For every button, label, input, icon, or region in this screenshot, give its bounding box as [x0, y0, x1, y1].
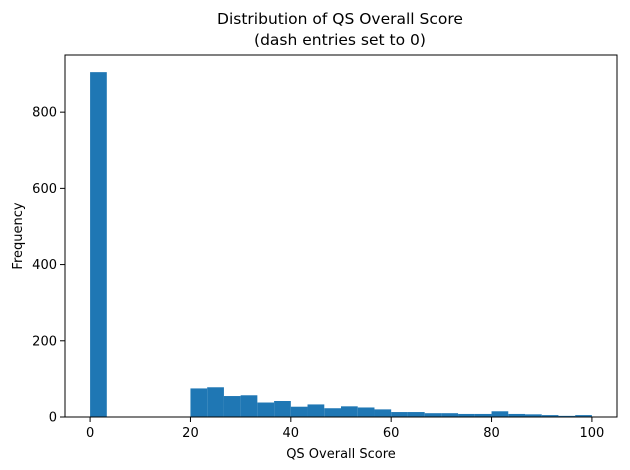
histogram-bar — [458, 413, 475, 417]
chart-title: Distribution of QS Overall Score — [217, 10, 463, 28]
x-tick-label: 80 — [483, 426, 500, 441]
histogram-bar — [274, 400, 291, 417]
histogram-bar — [341, 406, 358, 417]
histogram-bar — [290, 406, 308, 417]
histogram-bar — [558, 415, 576, 417]
y-tick-label: 0 — [49, 411, 57, 426]
histogram-bar — [90, 72, 107, 417]
histogram-bar — [541, 415, 559, 417]
y-tick-label: 800 — [32, 106, 57, 121]
histogram-bar — [223, 396, 241, 417]
x-axis-label: QS Overall Score — [286, 447, 396, 462]
histogram-bars — [90, 72, 592, 417]
histogram-bar — [441, 413, 459, 417]
histogram-bar — [207, 387, 224, 417]
y-axis-label: Frequency — [11, 202, 26, 269]
histogram-bar — [240, 395, 258, 417]
histogram-bar — [424, 413, 442, 417]
histogram-bar — [525, 414, 542, 417]
y-tick-label: 400 — [32, 258, 57, 273]
x-tick-label: 0 — [86, 426, 94, 441]
histogram-bar — [407, 412, 425, 417]
x-axis-ticks: 0 20 40 60 80 100 — [86, 417, 604, 441]
histogram-bar — [391, 412, 408, 417]
histogram-bar — [257, 402, 275, 417]
x-tick-label: 40 — [283, 426, 300, 441]
x-tick-label: 100 — [579, 426, 604, 441]
histogram-bar — [491, 411, 509, 417]
y-tick-label: 200 — [32, 334, 57, 349]
histogram-bar — [357, 407, 375, 417]
histogram-bar — [508, 413, 526, 417]
histogram-bar — [307, 404, 325, 417]
plot-frame — [64, 54, 618, 418]
histogram-bar — [190, 388, 208, 417]
x-tick-label: 20 — [182, 426, 199, 441]
chart-subtitle: (dash entries set to 0) — [254, 31, 426, 49]
y-tick-label: 600 — [32, 182, 57, 197]
histogram-bar — [324, 408, 341, 417]
x-tick-label: 60 — [383, 426, 400, 441]
histogram-bar — [474, 413, 492, 417]
y-axis-ticks: 0 200 400 600 800 — [32, 106, 65, 426]
histogram-bar — [374, 409, 392, 417]
histogram-bar — [575, 415, 592, 417]
